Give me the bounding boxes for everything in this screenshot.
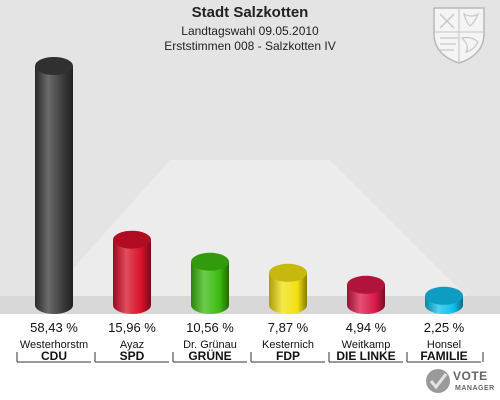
candidate-label: Honsel [427,339,461,351]
bar-group [269,263,307,314]
bar-cap [113,230,151,249]
bar-gr-ne [191,261,229,314]
value-label: 10,56 % [186,320,234,335]
backdrop-reflection [45,160,470,300]
bar-fdp [269,272,307,314]
floor-area [0,314,500,400]
party-label: FDP [276,349,300,363]
party-label: CDU [41,349,67,363]
chart-subtitle-2: Erststimmen 008 - Salzkotten IV [164,39,336,53]
party-label: DIE LINKE [336,349,395,363]
bar-group [347,275,385,314]
bar-cap [347,275,385,294]
logo-text-vote: VOTE [453,369,488,383]
bar-group [425,286,463,314]
chart-subtitle: Landtagswahl 09.05.2010 [181,24,319,38]
candidate-label: Westerhorstm [20,339,88,351]
candidate-label: Ayaz [120,339,144,351]
value-label: 7,87 % [268,320,309,335]
bar-group [35,57,73,314]
candidate-label: Kesternich [262,339,314,351]
value-label: 58,43 % [30,320,78,335]
value-label: 4,94 % [346,320,387,335]
bar-cap [35,57,73,75]
bar-cap [191,252,229,271]
coat-of-arms-icon [433,7,485,64]
bar-cap [425,286,463,305]
value-label: 15,96 % [108,320,156,335]
bar-spd [113,239,151,314]
chart-title: Stadt Salzkotten [191,4,309,21]
bar-group [191,252,229,314]
party-label: GRÜNE [188,348,231,363]
vote-manager-logo-icon [426,369,450,393]
bar-cap [269,263,307,282]
candidate-label: Weitkamp [342,339,391,351]
party-label: SPD [120,349,145,363]
candidate-label: Dr. Grünau [183,339,237,351]
bar-cdu [35,66,73,314]
value-label: 2,25 % [424,320,465,335]
logo-text-manager: MANAGER [455,385,495,392]
bar-group [113,230,151,314]
party-label: FAMILIE [420,349,467,363]
